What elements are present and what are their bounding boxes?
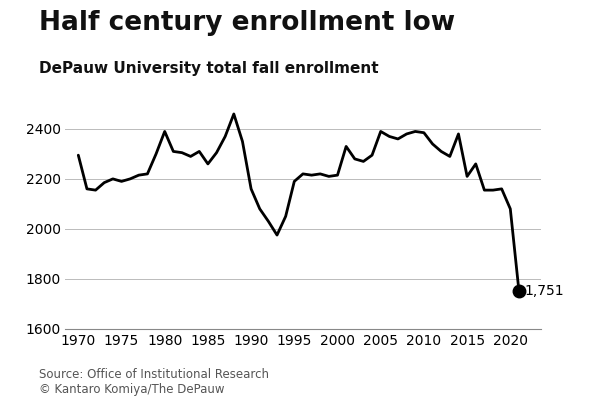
Text: Half century enrollment low: Half century enrollment low	[39, 10, 455, 36]
Text: DePauw University total fall enrollment: DePauw University total fall enrollment	[39, 61, 378, 76]
Text: 1,751: 1,751	[524, 284, 564, 298]
Text: Source: Office of Institutional Research
© Kantaro Komiya/The DePauw: Source: Office of Institutional Research…	[39, 368, 268, 396]
